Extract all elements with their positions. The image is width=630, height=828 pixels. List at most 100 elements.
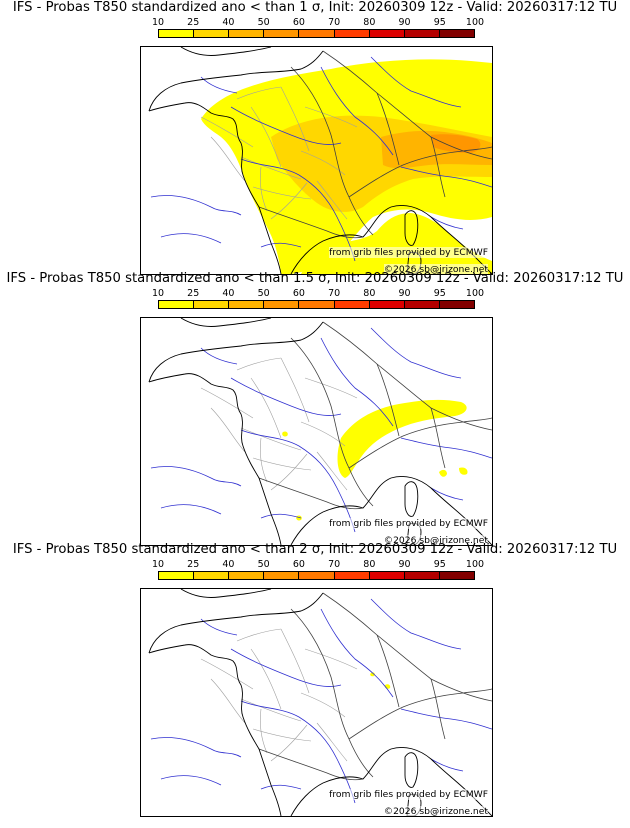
river — [370, 598, 462, 650]
country-border — [322, 321, 492, 431]
admin-boundary — [200, 387, 254, 419]
country-borders — [258, 592, 492, 781]
map-svg — [148, 318, 492, 545]
country-border — [430, 407, 446, 469]
colorbar-segment — [369, 30, 405, 37]
country-border — [376, 634, 400, 708]
admin-boundary — [250, 648, 282, 710]
admin-boundary — [200, 116, 254, 148]
admin-boundary — [316, 722, 348, 762]
colorbar-tick-label: 25 — [187, 559, 200, 570]
probability-area — [459, 467, 468, 475]
admin-boundary — [316, 451, 348, 491]
panel-title: IFS - Probas T850 standardized ano < tha… — [6, 271, 624, 286]
river — [240, 700, 356, 804]
admin-boundary — [240, 698, 302, 722]
coastline — [180, 318, 272, 327]
colorbar-tick-label: 90 — [398, 288, 411, 299]
admin-boundary — [250, 106, 282, 168]
colorbar-labels: 10 25 40 50 60 70 80 90 95 100 — [152, 17, 484, 29]
map-area: from grib files provided by ECMWF ©2026 … — [140, 317, 493, 546]
probability-area — [439, 469, 447, 477]
colorbar-tick-label: 40 — [222, 288, 235, 299]
colorbar-tick-label: 10 — [151, 17, 165, 28]
rivers — [150, 598, 492, 804]
map-area: from grib files provided by ECMWF ©2026 … — [140, 46, 493, 275]
river — [240, 158, 356, 262]
colorbar-segment — [264, 301, 300, 308]
country-border — [290, 337, 374, 507]
admin-boundary — [270, 724, 308, 762]
probability-area — [337, 399, 467, 478]
colorbar-segment — [229, 572, 265, 579]
credit-source: from grib files provided by ECMWF — [329, 247, 488, 258]
admin-boundary — [259, 437, 268, 483]
colorbar-segment — [264, 572, 300, 579]
colorbar-labels: 10 25 40 50 60 70 80 90 95 100 — [152, 288, 484, 300]
river — [230, 377, 342, 416]
colorbar-segment — [159, 30, 195, 37]
country-border — [348, 146, 492, 198]
colorbar-segment — [299, 30, 335, 37]
credit-source: from grib files provided by ECMWF — [329, 789, 488, 800]
colorbar-tick-label: 100 — [465, 288, 485, 299]
coastline — [180, 589, 272, 598]
colorbar-tick-label: 95 — [433, 288, 446, 299]
country-border — [258, 206, 364, 239]
panel-title: IFS - Probas T850 standardized ano < tha… — [12, 542, 618, 557]
colorbar-tick-label: 25 — [187, 288, 200, 299]
colorbar-segment — [229, 30, 265, 37]
probability-area — [282, 431, 288, 437]
colorbar-tick-label: 50 — [257, 288, 270, 299]
colorbar-segment — [194, 30, 230, 37]
coastline — [148, 644, 282, 816]
colorbar-segment — [159, 572, 195, 579]
admin-boundary — [270, 453, 308, 491]
colorbar-segment — [439, 30, 474, 37]
credit-copyright: ©2026 sb@irizone.net — [383, 535, 488, 546]
admin-boundary — [210, 407, 246, 453]
map-area: from grib files provided by ECMWF ©2026 … — [140, 588, 493, 817]
river — [150, 195, 242, 216]
colorbar-segment — [264, 30, 300, 37]
credit-copyright: ©2026 sb@irizone.net — [383, 264, 488, 275]
colorbar-tick-label: 80 — [363, 288, 376, 299]
river — [260, 242, 302, 248]
admin-boundary — [280, 628, 310, 694]
admin-boundary — [252, 457, 312, 471]
admin-boundary — [280, 357, 310, 423]
river — [430, 758, 464, 772]
country-border — [376, 363, 400, 437]
colorbar-tick-label: 60 — [292, 559, 305, 570]
country-border — [348, 688, 492, 740]
colorbar-tick-label: 10 — [151, 288, 165, 299]
colorbar-tick-label: 100 — [465, 17, 485, 28]
colorbar-tick-label: 100 — [465, 559, 485, 570]
colorbar-segment — [369, 301, 405, 308]
colorbar-tick-label: 10 — [151, 559, 165, 570]
country-border — [322, 50, 492, 160]
admin-boundary — [259, 166, 268, 212]
colorbar — [158, 571, 475, 580]
river — [400, 708, 492, 730]
country-border — [258, 477, 364, 510]
coastline — [148, 373, 282, 545]
coastline — [148, 592, 324, 654]
colorbar-tick-label: 25 — [187, 17, 200, 28]
river — [160, 233, 222, 244]
colorbar-tick-label: 50 — [257, 559, 270, 570]
river — [150, 737, 242, 758]
admin-boundaries — [200, 357, 358, 491]
colorbar-tick-label: 60 — [292, 17, 305, 28]
admin-boundary — [200, 658, 254, 690]
colorbar-segment — [299, 572, 335, 579]
colorbar-tick-label: 95 — [433, 559, 446, 570]
river — [370, 327, 462, 379]
country-border — [430, 678, 446, 740]
river — [150, 466, 242, 487]
colorbar-segment — [439, 301, 474, 308]
river — [430, 216, 464, 230]
colorbar-tick-label: 95 — [433, 17, 446, 28]
river — [430, 487, 464, 501]
colorbar-tick-label: 80 — [363, 17, 376, 28]
